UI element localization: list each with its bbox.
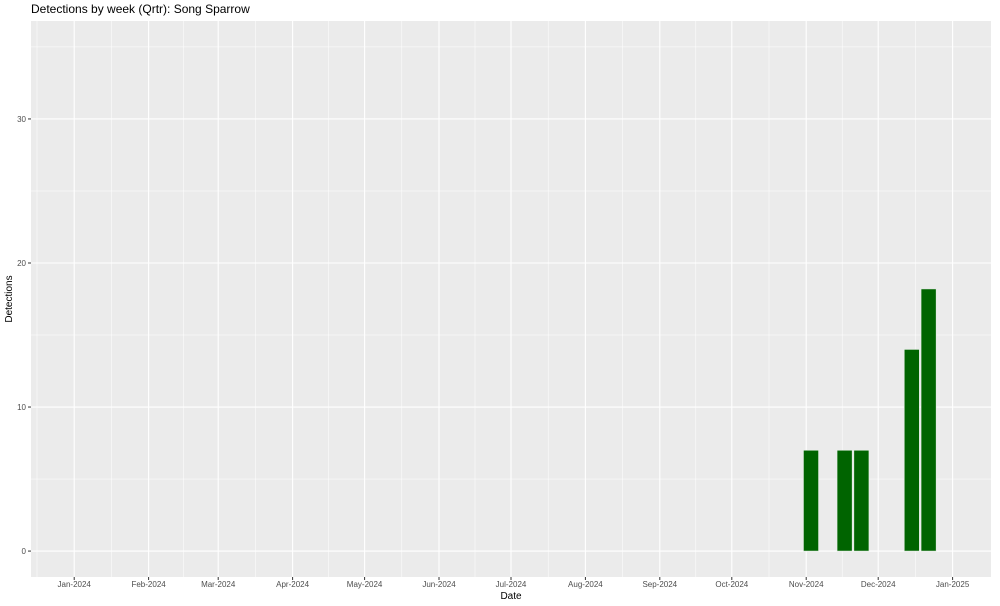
x-tick-label: Jul-2024 [496,580,527,589]
y-tick-label: 30 [17,115,26,124]
y-tick-label: 20 [17,259,26,268]
y-tick-label: 0 [22,547,27,556]
x-axis: Jan-2024 Feb-2024 Mar-2024 Apr-2024 May-2024… [58,577,970,589]
bar [903,349,920,552]
x-tick-label: Jan-2025 [936,580,970,589]
x-tick-label: Aug-2024 [568,580,603,589]
bar [920,288,937,552]
bar [803,449,819,552]
y-tick-label: 10 [17,403,26,412]
x-tick-label: Nov-2024 [789,580,824,589]
x-tick-label: Dec-2024 [861,580,896,589]
x-tick-label: Apr-2024 [276,580,309,589]
y-axis: 0 10 20 30 [17,115,31,556]
x-tick-label: Jun-2024 [422,580,456,589]
bars [803,288,937,552]
y-axis-title: Detections [4,275,15,322]
x-tick-label: Jan-2024 [58,580,92,589]
bar [853,449,870,552]
bar [836,449,853,552]
x-tick-label: Sep-2024 [642,580,677,589]
x-tick-label: Oct-2024 [715,580,748,589]
x-tick-label: May-2024 [347,580,383,589]
gridlines [31,21,991,577]
x-tick-label: Mar-2024 [201,580,236,589]
x-tick-label: Feb-2024 [131,580,166,589]
chart-title: Detections by week (Qrtr): Song Sparrow [31,2,250,16]
x-axis-title: Date [500,591,522,602]
